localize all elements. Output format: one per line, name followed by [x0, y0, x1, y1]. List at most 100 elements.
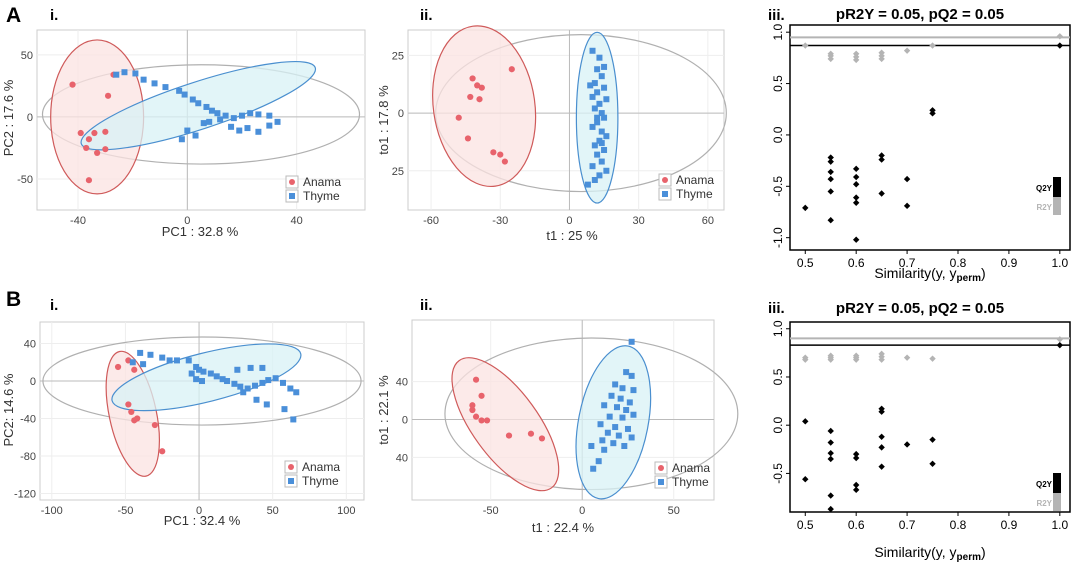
thyme-point: [166, 357, 173, 364]
thyme-point: [199, 378, 205, 385]
r2y-point: [929, 42, 936, 49]
thyme-point: [219, 376, 226, 383]
q2y-point: [852, 194, 860, 201]
thyme-point: [591, 105, 598, 112]
thyme-point: [610, 440, 617, 447]
r2y-point: [878, 49, 885, 56]
legend-r2y-bar: [1053, 197, 1061, 215]
thyme-point: [193, 376, 200, 383]
thyme-point: [281, 406, 288, 413]
q2y-point: [929, 107, 936, 114]
thyme-point: [601, 147, 608, 153]
thyme-point: [217, 116, 224, 123]
r2y-point: [878, 350, 885, 358]
legend-q2y-bar: [1053, 473, 1061, 493]
thyme-point: [628, 338, 635, 345]
thyme-point: [244, 125, 251, 132]
anama-point: [478, 84, 485, 91]
opls-a-ylabel: to1 : 17.8 %: [376, 85, 391, 155]
q2y-point: [802, 418, 809, 425]
q2y-point: [852, 181, 860, 188]
q2y-point: [827, 439, 834, 446]
thyme-point: [280, 379, 286, 386]
anama-point: [128, 408, 135, 416]
r2y-point: [802, 354, 809, 361]
thyme-point: [584, 181, 591, 188]
anama-point: [508, 66, 515, 73]
thyme-point: [603, 133, 610, 140]
q2y-point: [878, 190, 885, 197]
anama-point: [77, 129, 84, 137]
thyme-point: [598, 73, 605, 80]
anama-point: [490, 149, 497, 156]
opls-a-xlabel: t1 : 25 %: [546, 228, 598, 243]
y-tick-label: 1.0: [771, 320, 785, 337]
thyme-point: [259, 379, 266, 386]
legend-thyme-marker: [289, 193, 295, 199]
panel-b-i-frame: [39, 321, 365, 501]
q2y-point: [852, 450, 860, 458]
legend-anama-label: Anama: [676, 173, 714, 187]
thyme-point: [603, 96, 610, 103]
thyme-point: [206, 118, 213, 125]
perm-b-xlabel: Similarity(y, yperm): [874, 544, 985, 563]
q2y-point: [827, 217, 834, 224]
perm-b-title: pR2Y = 0.05, pQ2 = 0.05: [836, 300, 1004, 317]
y-tick-label: -0.5: [771, 463, 785, 484]
q2y-point: [878, 405, 885, 413]
thyme-point: [598, 110, 605, 117]
opls-b-ylabel: to1 : 22.1 %: [376, 375, 391, 445]
r2y-point: [827, 50, 834, 57]
anama-point: [159, 448, 166, 455]
q2y-point: [827, 492, 834, 499]
thyme-point: [598, 140, 605, 147]
anama-point: [102, 128, 109, 135]
legend-r2y-bar: [1053, 493, 1061, 511]
anama-point: [469, 75, 476, 82]
thyme-point: [587, 82, 594, 89]
x-tick-label: 0.9: [1001, 256, 1018, 270]
thyme-point: [222, 112, 229, 119]
x-tick-label: -100: [41, 505, 63, 517]
thyme-point: [140, 76, 147, 83]
thyme-point: [624, 425, 631, 432]
legend-thyme-marker: [662, 191, 668, 197]
q2y-point: [852, 173, 860, 181]
thyme-point: [591, 142, 598, 149]
thyme-point: [589, 123, 596, 130]
anama-point: [497, 151, 504, 158]
legend-thyme-label: Thyme: [676, 187, 713, 201]
anama-point: [472, 413, 480, 420]
thyme-point: [621, 443, 628, 449]
thyme-point: [224, 378, 231, 385]
thyme-point: [231, 380, 238, 387]
thyme-point: [247, 364, 254, 371]
anama-point: [455, 114, 462, 121]
x-tick-label: 0: [184, 215, 190, 227]
legend-r2y-label: R2Y: [1036, 203, 1052, 212]
anama-point: [91, 129, 98, 137]
thyme-point: [184, 127, 191, 134]
thyme-point: [628, 434, 635, 441]
legend-anama-label: Anama: [303, 175, 341, 189]
thyme-point: [589, 93, 596, 100]
anama-point: [478, 392, 485, 399]
q2y-point: [852, 454, 860, 462]
x-tick-label: 40: [291, 215, 303, 227]
thyme-point: [214, 110, 221, 117]
anama-point: [94, 149, 101, 156]
row-a-label: A: [6, 4, 21, 27]
thyme-point: [200, 120, 207, 127]
legend-anama-label: Anama: [672, 461, 710, 475]
anama-point: [83, 144, 90, 152]
q2y-point: [929, 460, 936, 467]
thyme-point: [121, 69, 128, 76]
q2y-point: [903, 441, 911, 448]
thyme-point: [603, 167, 610, 174]
r2y-point: [827, 352, 834, 359]
q2y-point: [802, 476, 809, 483]
perm-a-title: pR2Y = 0.05, pQ2 = 0.05: [836, 6, 1004, 23]
thyme-point: [601, 446, 608, 453]
